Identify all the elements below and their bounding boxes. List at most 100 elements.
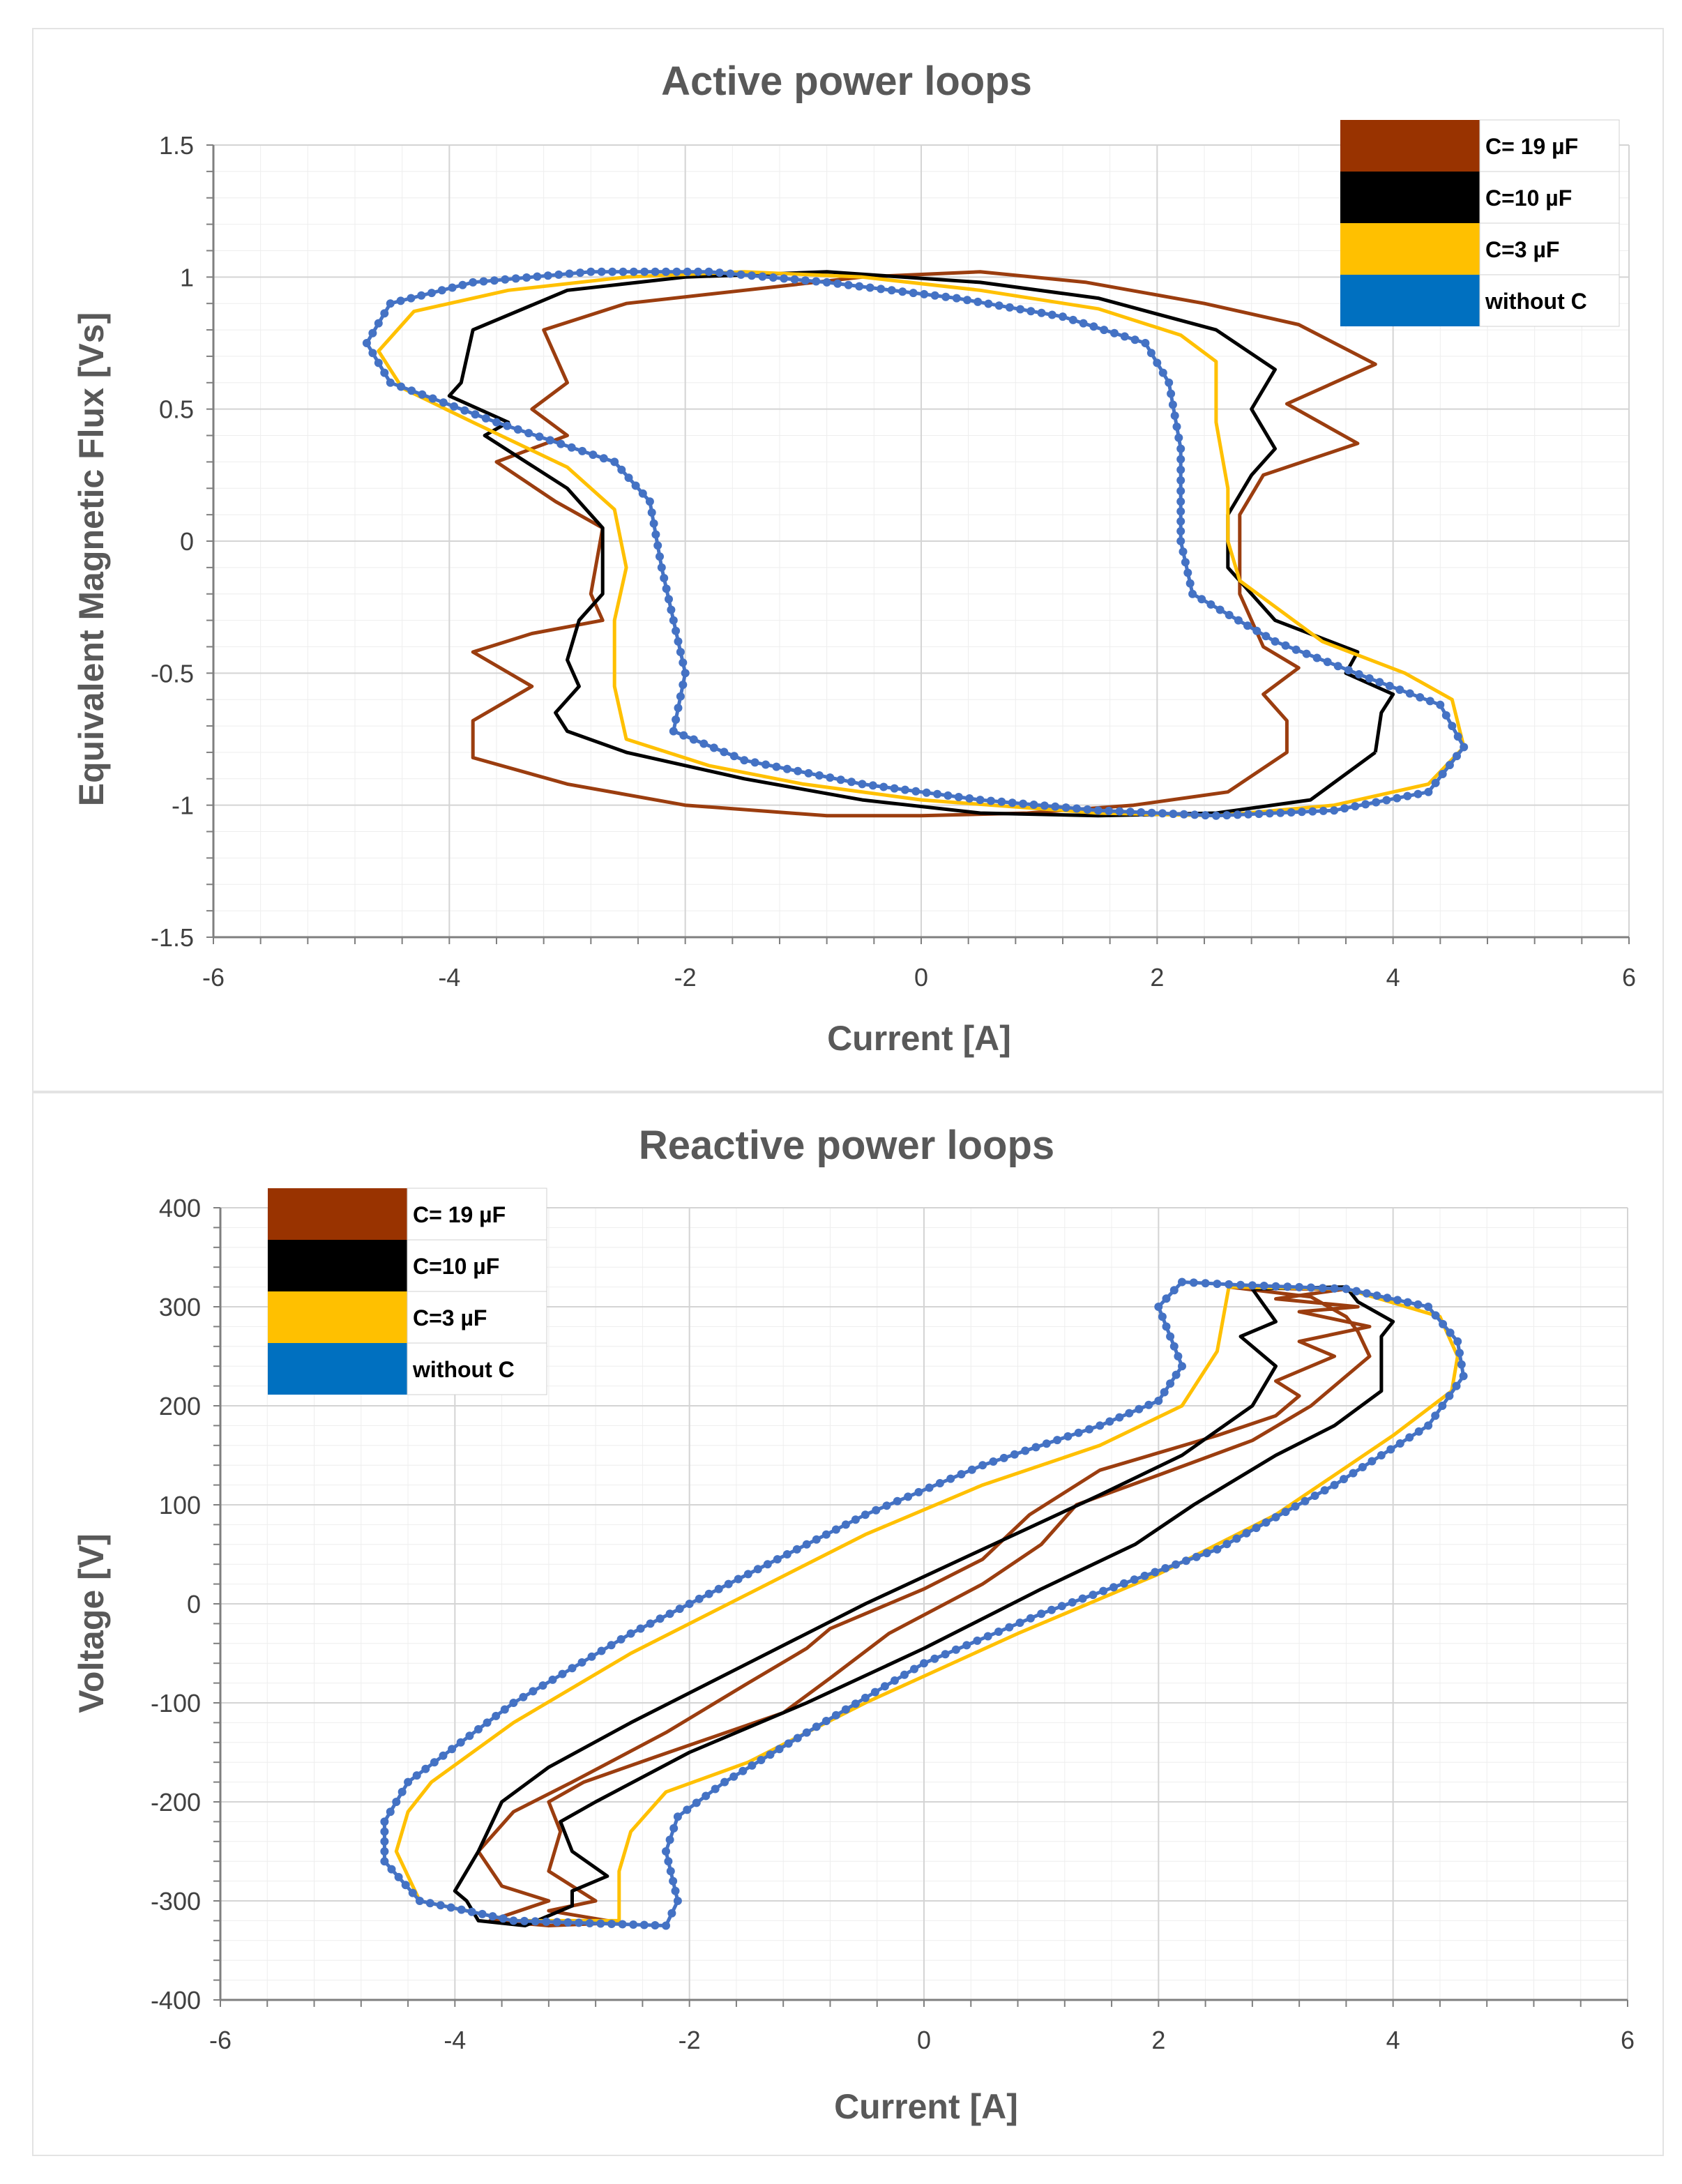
- series-marker: [790, 275, 799, 284]
- x-axis-label: Current [A]: [827, 1019, 1011, 1058]
- series-marker: [933, 789, 942, 798]
- series-marker: [1141, 339, 1150, 347]
- series-marker: [657, 563, 666, 572]
- series-marker: [552, 1918, 561, 1927]
- series-marker: [1178, 1362, 1186, 1371]
- series-marker: [667, 605, 676, 614]
- series-marker: [1005, 303, 1014, 312]
- series-marker: [812, 1722, 821, 1731]
- series-marker: [469, 278, 478, 287]
- series-marker: [427, 289, 436, 298]
- series-marker: [1176, 487, 1185, 496]
- series-marker: [1395, 685, 1404, 695]
- series-marker: [1382, 796, 1391, 805]
- series-marker: [1026, 307, 1036, 316]
- series-marker: [904, 1492, 913, 1501]
- series-marker: [666, 1867, 675, 1876]
- series-marker: [1319, 806, 1328, 815]
- series-marker: [815, 771, 824, 780]
- series-marker: [671, 1886, 680, 1895]
- series-marker: [1330, 806, 1339, 815]
- series-marker: [503, 421, 512, 430]
- series-marker: [624, 473, 633, 483]
- series-marker: [763, 1560, 772, 1569]
- series-marker: [1236, 1280, 1245, 1289]
- series-marker: [501, 275, 510, 284]
- series-marker: [458, 280, 467, 289]
- legend-swatch: [1340, 172, 1480, 223]
- series-marker: [1393, 1296, 1402, 1305]
- series-marker: [599, 454, 608, 463]
- series-marker: [653, 541, 662, 550]
- series-marker: [711, 1784, 720, 1794]
- series-marker: [920, 1659, 928, 1668]
- series-marker: [1283, 1282, 1292, 1291]
- series-marker: [1372, 798, 1381, 807]
- series-marker: [1174, 1352, 1183, 1360]
- series-marker: [404, 1777, 413, 1787]
- series-marker: [1323, 658, 1332, 667]
- series-marker: [910, 1664, 918, 1674]
- series-marker: [841, 1705, 850, 1714]
- series-marker: [386, 1807, 395, 1817]
- active-power-chart: Active power loops -6 -4 -2 0 2 4 6 -1.5 -1 -0.5 0…: [72, 59, 1636, 1058]
- series-marker: [1403, 1298, 1412, 1307]
- series-marker: [762, 760, 770, 769]
- series-marker: [1362, 1289, 1371, 1298]
- series-marker: [412, 1771, 421, 1780]
- series-marker: [675, 1605, 684, 1614]
- series-marker: [1021, 1446, 1030, 1455]
- series-marker: [1365, 674, 1374, 683]
- series-marker: [963, 296, 971, 305]
- series-marker: [673, 1812, 682, 1821]
- series-marker: [851, 1699, 860, 1708]
- series-marker: [775, 1745, 784, 1754]
- series-marker: [766, 1750, 775, 1759]
- series-marker: [1375, 678, 1384, 687]
- series-marker: [1176, 444, 1185, 453]
- series-marker: [1176, 537, 1185, 545]
- series-marker: [479, 277, 488, 286]
- series-marker: [1436, 700, 1445, 709]
- x-tick-label: 0: [914, 963, 928, 992]
- series-marker: [1010, 1450, 1019, 1459]
- series-marker: [1301, 1496, 1310, 1506]
- series-marker: [1441, 711, 1450, 720]
- series-marker: [1119, 1579, 1128, 1588]
- series-marker: [973, 1636, 982, 1645]
- series-marker: [656, 1614, 665, 1623]
- series-marker: [374, 358, 383, 367]
- series-marker: [511, 274, 520, 283]
- series-marker: [1185, 579, 1195, 588]
- series-marker: [651, 1921, 660, 1929]
- series-marker: [1047, 310, 1056, 319]
- series-marker: [983, 1632, 992, 1641]
- series-marker: [821, 1717, 831, 1725]
- series-marker: [1438, 770, 1447, 778]
- y-tick-label: 200: [159, 1392, 201, 1420]
- series-marker: [1349, 1469, 1358, 1478]
- series-marker: [1100, 326, 1109, 335]
- series-marker: [1093, 806, 1103, 815]
- series-marker: [748, 271, 756, 280]
- series-marker: [1099, 1586, 1108, 1595]
- series-marker: [1416, 693, 1425, 702]
- series-marker: [626, 1629, 635, 1638]
- series-marker: [914, 1487, 923, 1496]
- y-tick-label: 100: [159, 1491, 201, 1519]
- series-marker: [450, 402, 459, 411]
- x-tick-label: -6: [202, 963, 225, 992]
- series-marker: [1271, 1512, 1280, 1522]
- series-marker: [1354, 670, 1363, 678]
- series-marker: [1197, 595, 1206, 604]
- series-marker: [664, 1857, 673, 1866]
- series-marker: [743, 1570, 752, 1579]
- series-marker: [1252, 626, 1262, 635]
- series-marker: [1453, 752, 1461, 761]
- y-tick-label: -1.5: [151, 923, 194, 952]
- series-marker: [380, 1857, 389, 1866]
- series-marker: [699, 739, 709, 748]
- legend-label: C=10 µF: [413, 1254, 499, 1279]
- series-marker: [608, 267, 617, 276]
- series-marker: [619, 267, 628, 276]
